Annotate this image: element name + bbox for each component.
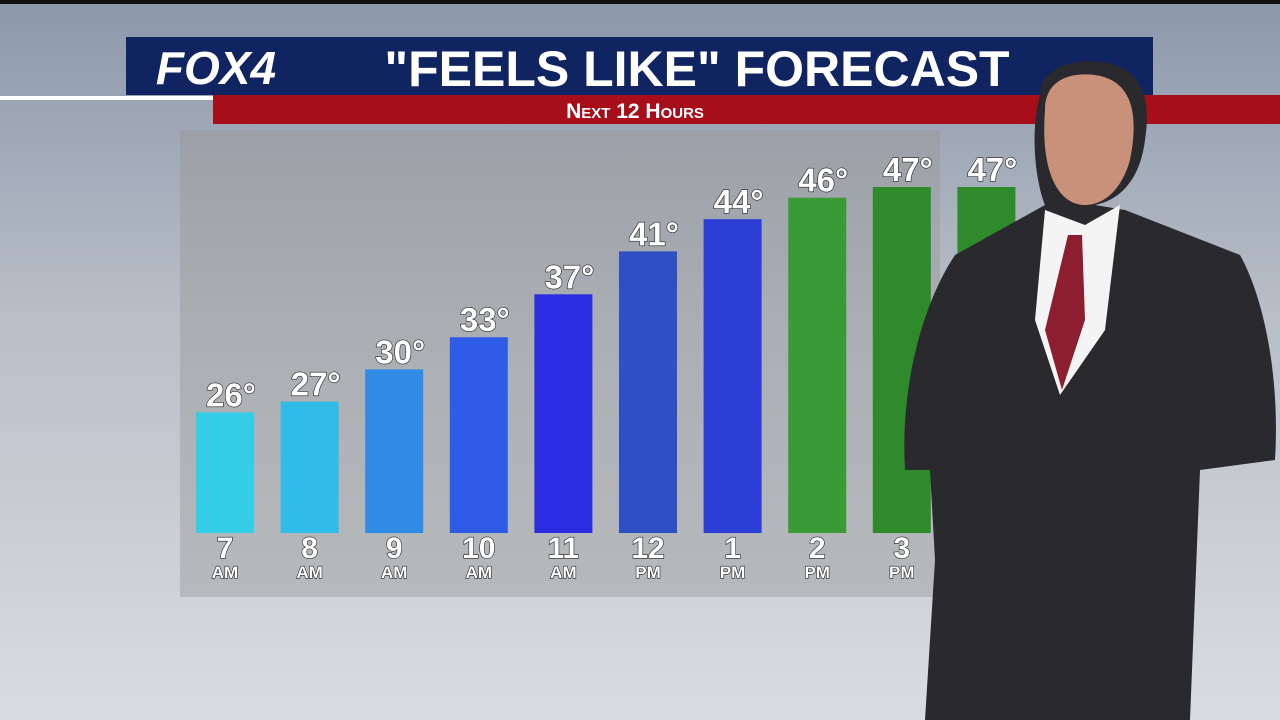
chart-subtitle: Next 12 Hours bbox=[566, 100, 704, 123]
x-tick-period: AM bbox=[550, 563, 576, 582]
value-label: 26° bbox=[206, 376, 256, 413]
bar bbox=[534, 294, 593, 533]
presenter-silhouette bbox=[904, 61, 1276, 720]
x-tick-label: 2 bbox=[809, 532, 826, 565]
x-tick-period: PM bbox=[635, 563, 661, 582]
x-tick-label: 8 bbox=[301, 532, 318, 565]
value-label: 47° bbox=[883, 151, 933, 188]
top-edge bbox=[0, 0, 1280, 4]
x-tick-period: PM bbox=[720, 563, 746, 582]
bar bbox=[365, 369, 424, 533]
x-tick-period: AM bbox=[296, 563, 322, 582]
value-label: 27° bbox=[291, 366, 341, 403]
value-label: 41° bbox=[629, 215, 679, 252]
bar bbox=[619, 251, 677, 533]
bar bbox=[280, 401, 339, 533]
value-label: 30° bbox=[375, 333, 425, 370]
x-tick-period: PM bbox=[804, 563, 830, 582]
bar bbox=[788, 197, 847, 533]
header-bar bbox=[126, 37, 1153, 95]
x-tick-period: PM bbox=[889, 563, 915, 582]
x-tick-label: 9 bbox=[386, 532, 403, 565]
x-tick-label: 7 bbox=[217, 532, 234, 565]
x-tick-label: 3 bbox=[893, 532, 910, 565]
chart-title: "FEELS LIKE" FORECAST bbox=[384, 41, 1009, 97]
x-tick-period: AM bbox=[381, 563, 407, 582]
header-line bbox=[0, 96, 213, 100]
x-tick-period: AM bbox=[212, 563, 238, 582]
x-tick-label: 10 bbox=[462, 532, 495, 565]
bar bbox=[703, 219, 762, 533]
x-tick-label: 1 bbox=[724, 532, 741, 565]
value-label: 44° bbox=[714, 183, 764, 220]
value-label: 33° bbox=[460, 301, 510, 338]
value-label: 46° bbox=[798, 162, 848, 199]
presenter-face bbox=[1044, 74, 1134, 205]
x-tick-period: AM bbox=[466, 563, 492, 582]
x-tick-label: 12 bbox=[631, 532, 664, 565]
brand-logo: FOX4 bbox=[156, 42, 276, 94]
x-tick-label: 11 bbox=[548, 532, 580, 565]
value-label: 37° bbox=[544, 258, 594, 295]
value-label: 47° bbox=[967, 151, 1017, 188]
bar bbox=[449, 337, 508, 533]
presenter bbox=[904, 61, 1276, 720]
presenter-tie bbox=[1045, 235, 1085, 390]
bar bbox=[196, 412, 254, 533]
